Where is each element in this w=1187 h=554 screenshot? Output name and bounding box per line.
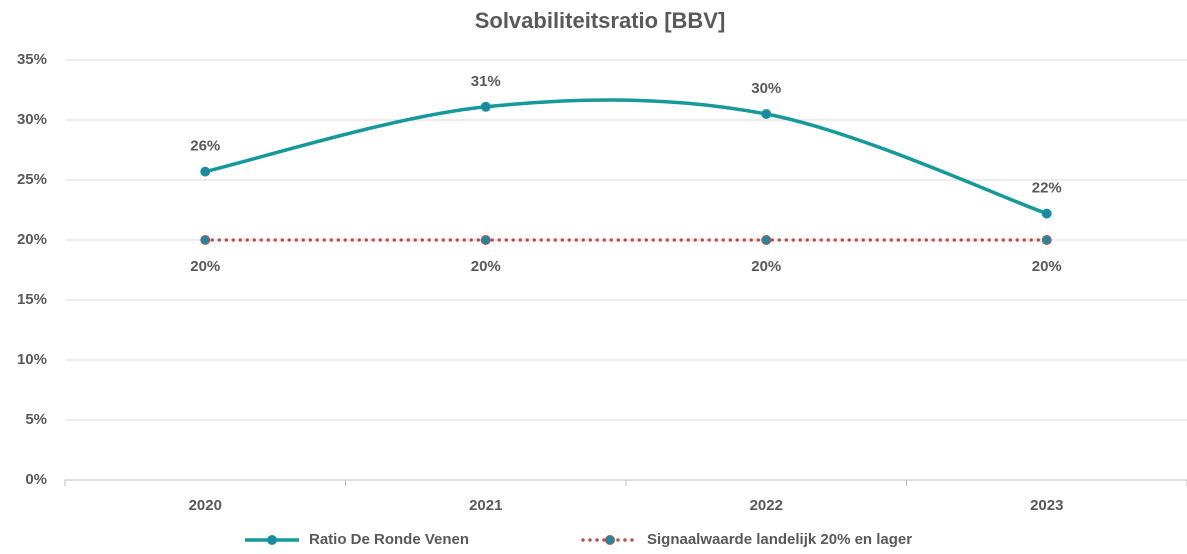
data-label: 20% — [1032, 258, 1062, 275]
y-tick-label: 35% — [17, 51, 47, 68]
series-line — [204, 98, 1048, 216]
data-point — [1041, 208, 1052, 219]
y-tick-label: 15% — [17, 291, 47, 308]
data-point — [761, 235, 772, 245]
x-tick-label: 2021 — [469, 497, 502, 514]
x-tick-label: 2022 — [750, 497, 783, 514]
data-point — [1041, 235, 1052, 245]
y-tick-label: 20% — [17, 231, 47, 248]
x-tick-label: 2023 — [1030, 497, 1063, 514]
data-label: 26% — [190, 138, 220, 155]
data-point — [200, 235, 211, 245]
data-point — [480, 101, 491, 112]
data-label: 20% — [751, 258, 781, 275]
y-tick-label: 30% — [17, 111, 47, 128]
y-tick-label: 0% — [25, 471, 47, 488]
data-label: 31% — [471, 73, 501, 90]
data-label: 20% — [471, 258, 501, 275]
legend-marker — [605, 535, 615, 545]
x-tick-label: 2020 — [189, 497, 222, 514]
data-point — [200, 166, 211, 177]
y-tick-label: 10% — [17, 351, 47, 368]
chart-title: Solvabiliteitsratio [BBV] — [475, 8, 726, 33]
legend-marker — [267, 535, 277, 545]
y-tick-label: 25% — [17, 171, 47, 188]
legend-label: Signaalwaarde landelijk 20% en lager — [647, 531, 912, 548]
legend-label: Ratio De Ronde Venen — [309, 531, 469, 548]
data-label: 20% — [190, 258, 220, 275]
data-label: 22% — [1032, 180, 1062, 197]
data-point — [480, 235, 491, 245]
data-point — [761, 109, 772, 119]
data-label: 30% — [751, 80, 781, 97]
y-tick-label: 5% — [25, 411, 47, 428]
